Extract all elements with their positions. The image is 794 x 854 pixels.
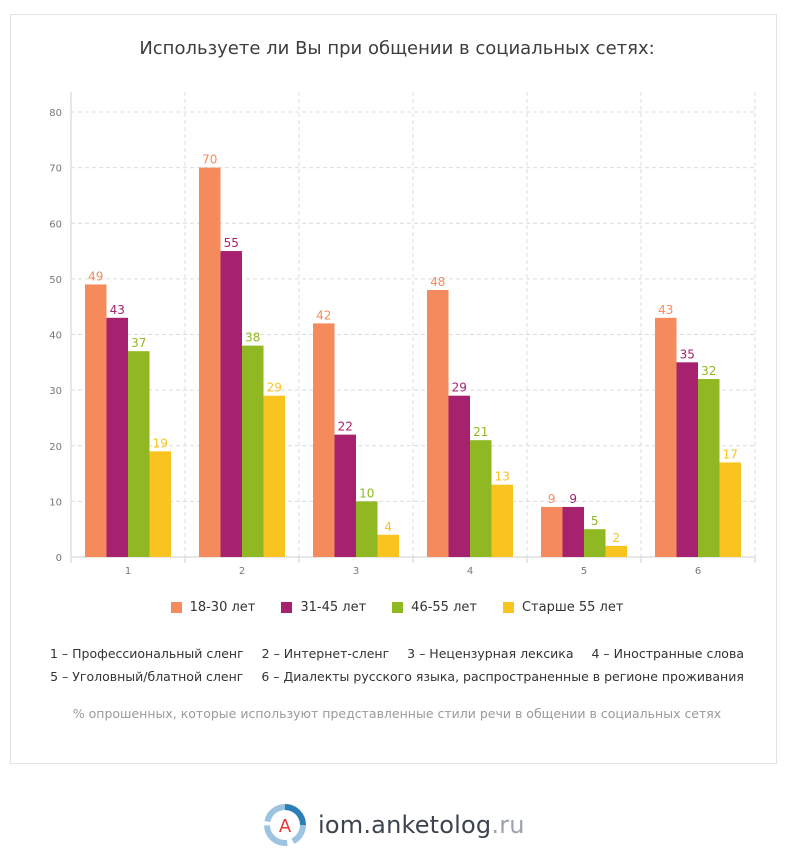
legend-swatch xyxy=(392,602,404,613)
y-tick-label: 20 xyxy=(49,442,62,453)
bar-value-label: 43 xyxy=(658,303,673,317)
y-tick-label: 10 xyxy=(49,497,62,508)
bar xyxy=(562,506,584,557)
bar-value-label: 13 xyxy=(495,470,510,484)
bar xyxy=(470,440,492,557)
bar xyxy=(541,506,563,557)
bar-value-label: 70 xyxy=(202,153,217,167)
bar xyxy=(149,451,171,557)
bar-value-label: 48 xyxy=(430,275,445,289)
bar-value-label: 9 xyxy=(548,492,556,506)
category-note: 1 – Профессиональный сленг xyxy=(50,646,244,661)
bar-value-label: 42 xyxy=(316,308,331,322)
y-tick-label: 40 xyxy=(49,331,62,342)
x-tick-label: 4 xyxy=(467,566,473,577)
bar-value-label: 2 xyxy=(612,531,620,545)
logo-letter: A xyxy=(279,816,292,837)
y-tick-label: 0 xyxy=(56,553,62,564)
category-note: 5 – Уголовный/блатной сленг xyxy=(50,669,244,684)
bar-value-label: 55 xyxy=(224,236,239,250)
bar xyxy=(448,395,470,557)
bar xyxy=(106,317,128,557)
chart-footnote: % опрошенных, которые используют предста… xyxy=(72,706,722,721)
bar-value-label: 10 xyxy=(359,486,374,500)
bar xyxy=(427,290,449,557)
brand-tld: .ru xyxy=(491,811,525,839)
bar-value-label: 37 xyxy=(131,336,146,350)
x-tick-label: 6 xyxy=(695,566,701,577)
legend-item: 18-30 лет xyxy=(170,600,256,615)
bar-value-label: 4 xyxy=(384,520,392,534)
bar xyxy=(676,362,698,557)
x-tick-label: 2 xyxy=(239,566,245,577)
category-note: 2 – Интернет-сленг xyxy=(261,646,390,661)
brand-name: iom.anketolog.ru xyxy=(318,811,525,839)
bar xyxy=(584,529,606,557)
legend-label: 31-45 лет xyxy=(300,600,367,615)
bar xyxy=(128,351,150,557)
bar xyxy=(199,167,221,557)
bar-value-label: 38 xyxy=(245,331,260,345)
bar xyxy=(356,501,378,557)
bar-value-label: 29 xyxy=(267,381,282,395)
chart-legend: 18-30 лет 31-45 лет 46-55 лет Старше 55 лет xyxy=(0,600,794,615)
bar-value-label: 32 xyxy=(701,364,716,378)
y-tick-label: 30 xyxy=(49,386,62,397)
bar xyxy=(377,534,399,557)
legend-swatch xyxy=(502,602,514,613)
category-note: 6 – Диалекты русского языка, распростран… xyxy=(261,669,744,684)
legend-label: 46-55 лет xyxy=(411,600,477,615)
category-notes-row-2: 5 – Уголовный/блатной сленг 6 – Диалекты… xyxy=(0,665,794,688)
category-notes: 1 – Профессиональный сленг 2 – Интернет-… xyxy=(0,642,794,688)
legend-item: Старше 55 лет xyxy=(502,600,624,615)
x-tick-label: 1 xyxy=(125,566,131,577)
legend-label: Старше 55 лет xyxy=(521,600,624,615)
bar-value-label: 9 xyxy=(569,492,577,506)
bar-value-label: 19 xyxy=(153,436,168,450)
legend-label: 18-30 лет xyxy=(189,600,256,615)
brand-domain: iom.anketolog xyxy=(318,811,492,839)
bar xyxy=(491,484,513,557)
bar-value-label: 21 xyxy=(473,425,488,439)
bar xyxy=(698,379,720,557)
bar xyxy=(85,284,107,557)
category-note: 3 – Нецензурная лексика xyxy=(407,646,574,661)
bar xyxy=(655,317,677,557)
legend-item: 46-55 лет xyxy=(392,600,477,615)
bar-chart: 0102030405060708049433719170553829242221… xyxy=(49,92,756,577)
y-tick-label: 50 xyxy=(49,275,62,286)
legend-item: 31-45 лет xyxy=(281,600,366,615)
bar-value-label: 49 xyxy=(88,269,103,283)
bar xyxy=(719,462,741,557)
y-tick-label: 80 xyxy=(49,108,62,119)
category-note: 4 – Иностранные слова xyxy=(591,646,744,661)
anketolog-logo-icon: A xyxy=(264,804,306,846)
bar xyxy=(313,323,335,557)
legend-swatch xyxy=(170,602,182,613)
y-tick-label: 70 xyxy=(49,164,62,175)
x-tick-label: 3 xyxy=(353,566,359,577)
brand-logo-link[interactable]: A iom.anketolog.ru xyxy=(262,803,525,847)
bar-value-label: 29 xyxy=(452,381,467,395)
bar xyxy=(242,345,264,557)
bar-value-label: 43 xyxy=(110,303,125,317)
bar-value-label: 5 xyxy=(591,514,599,528)
bar-value-label: 17 xyxy=(723,447,738,461)
bar-value-label: 22 xyxy=(338,420,353,434)
y-tick-label: 60 xyxy=(49,219,62,230)
bar xyxy=(263,395,285,557)
bar xyxy=(334,434,356,557)
bar xyxy=(605,545,627,557)
bar-value-label: 35 xyxy=(680,347,695,361)
bar xyxy=(220,251,242,557)
legend-swatch xyxy=(281,602,293,613)
chart-title: Используете ли Вы при общении в социальн… xyxy=(139,38,655,59)
category-notes-row-1: 1 – Профессиональный сленг 2 – Интернет-… xyxy=(0,642,794,665)
x-tick-label: 5 xyxy=(581,566,587,577)
